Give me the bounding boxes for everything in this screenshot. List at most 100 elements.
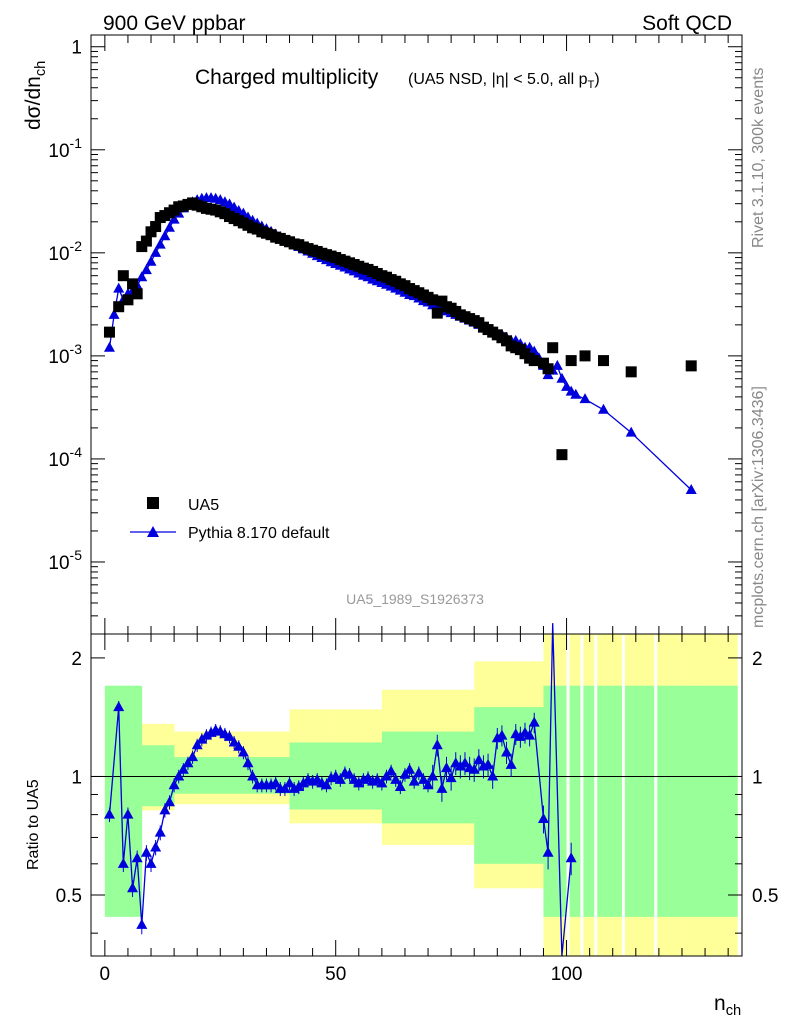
y-tick-label: 10-3: [48, 341, 82, 368]
ratio-panel-frame: [90, 633, 743, 957]
pythia-point: [163, 221, 175, 232]
band-inner: [598, 685, 604, 917]
band-inner: [141, 745, 147, 807]
ratio-point: [454, 760, 466, 771]
band-inner: [728, 685, 734, 917]
ratio-point: [473, 754, 485, 765]
ratio-point: [127, 882, 139, 893]
ua5-point: [140, 235, 152, 247]
pythia-point: [136, 271, 148, 282]
band-inner: [215, 757, 221, 794]
ratio-point: [237, 746, 249, 757]
band-inner: [575, 685, 581, 917]
y-tick-label: 1: [71, 38, 82, 59]
band-gap: [654, 635, 658, 955]
band-inner: [160, 745, 166, 807]
ratio-point: [233, 740, 245, 751]
top-panel-content: [103, 192, 697, 494]
y-tick-label: 10-4: [48, 444, 82, 471]
ratio-point: [228, 736, 240, 747]
ratio-point: [159, 804, 171, 815]
ratio-point: [224, 730, 236, 741]
ua5-point: [528, 355, 540, 367]
ratio-point: [154, 826, 166, 837]
ratio-point: [279, 782, 291, 793]
band-inner: [538, 707, 544, 864]
ratio-point: [205, 726, 217, 737]
ua5-point: [556, 449, 568, 461]
ratio-point: [187, 751, 199, 762]
band-inner: [511, 707, 517, 864]
pythia-point: [159, 230, 171, 241]
band-inner: [474, 707, 480, 864]
ratio-axes: 0.5 0.5 1 1 2 2 0 50 100: [56, 634, 778, 985]
ratio-point: [496, 729, 508, 740]
band-inner: [238, 757, 244, 794]
band-inner: [391, 731, 397, 824]
ratio-point: [284, 777, 296, 788]
ratio-point: [537, 812, 549, 823]
pythia-point: [597, 403, 609, 414]
band-inner: [197, 757, 203, 794]
pythia-point: [140, 264, 152, 275]
band-inner: [709, 685, 715, 917]
main-axes: 1 10-1 10-2 10-3 10-4 10-5: [48, 35, 742, 635]
ratio-point: [436, 782, 448, 793]
header-left: 900 GeV ppbar: [103, 12, 245, 35]
pythia-point: [570, 388, 582, 399]
band-inner: [192, 757, 198, 794]
header-right: Soft QCD: [642, 12, 732, 35]
x-axis-label: nch: [714, 992, 741, 1019]
band-inner: [585, 685, 590, 917]
band-inner: [151, 745, 156, 807]
ratio-point: [408, 775, 420, 786]
ratio-point: [459, 757, 471, 768]
ratio-point: [247, 770, 259, 781]
ratio-point: [413, 767, 425, 778]
band-inner: [732, 685, 738, 917]
ratio-point: [399, 768, 411, 779]
band-inner: [617, 685, 623, 917]
band-inner: [640, 685, 646, 917]
band-inner: [146, 745, 152, 807]
pythia-point: [108, 308, 120, 319]
band-inner: [275, 757, 281, 794]
ratio-point: [136, 918, 148, 929]
band-inner: [497, 707, 503, 864]
band-inner: [501, 707, 507, 864]
ratio-point: [445, 772, 457, 783]
legend: UA5 Pythia 8.170 default: [130, 497, 330, 542]
ratio-point: [182, 757, 194, 768]
band-inner: [557, 685, 563, 917]
pythia-point: [103, 341, 115, 352]
pythia-point: [685, 483, 697, 494]
ratio-point: [173, 770, 185, 781]
ratio-point: [417, 773, 429, 784]
band-inner: [169, 745, 175, 807]
ua5-point: [542, 363, 554, 375]
chart-title: Charged multiplicity: [195, 66, 379, 89]
ratio-point: [394, 781, 406, 792]
ratio-point: [404, 763, 416, 774]
band-inner: [668, 685, 674, 917]
ratio-point: [140, 846, 152, 857]
band-inner: [437, 731, 443, 824]
band-inner: [464, 731, 470, 824]
y-tick-label: 10-2: [48, 238, 82, 265]
band-inner: [626, 685, 632, 917]
band-inner: [271, 757, 276, 794]
rivet-label: Rivet 3.1.10, 300k events: [750, 67, 767, 248]
band-inner: [589, 685, 595, 917]
ratio-point: [270, 777, 282, 788]
ua5-point: [131, 288, 143, 300]
ua5-point: [579, 350, 591, 362]
ratio-point: [200, 729, 212, 740]
ratio-point: [191, 739, 203, 750]
band-inner: [488, 707, 493, 864]
band-inner: [132, 685, 138, 917]
ratio-point: [168, 779, 180, 790]
band-inner: [234, 757, 240, 794]
band-inner: [686, 685, 692, 917]
ratio-point: [117, 857, 129, 868]
